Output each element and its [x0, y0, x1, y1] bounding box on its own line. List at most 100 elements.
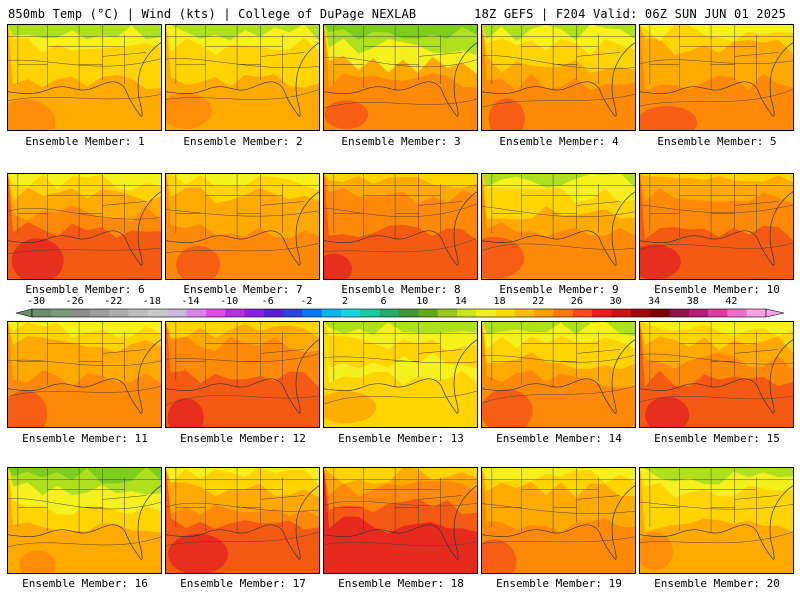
colorbar-tick-label: 34 — [648, 296, 661, 307]
colorbar-tick-label: 14 — [454, 296, 467, 307]
panel-caption: Ensemble Member: 11 — [22, 432, 148, 445]
colorbar-swatch — [572, 309, 593, 317]
temperature-colorbar: -30 -26 -22 -18 -14 -10 -6 -2 2 6 10 14 18 22 26 30 34 38… — [0, 296, 800, 320]
wind-contour — [482, 503, 635, 514]
coastline — [640, 339, 793, 414]
ensemble-map — [481, 467, 636, 574]
wind-contour — [8, 208, 161, 220]
warm-anomaly — [176, 245, 221, 279]
colorbar-swatch — [244, 309, 265, 317]
wind-contour — [166, 353, 319, 362]
wind-contour — [166, 531, 319, 546]
wind-contour — [640, 89, 793, 107]
colorbar-swatch — [727, 309, 748, 317]
coastline — [324, 339, 477, 414]
temperature-contour-fill — [640, 174, 793, 183]
ensemble-map — [323, 467, 478, 574]
ensemble-map — [165, 173, 320, 280]
ensemble-map — [481, 173, 636, 280]
panel-caption: Ensemble Member: 16 — [22, 577, 148, 590]
state-borders — [640, 174, 793, 239]
colorbar-swatch — [321, 309, 342, 317]
colorbar-swatch — [746, 309, 767, 317]
colorbar-tick-label: 10 — [416, 296, 429, 307]
colorbar-swatch — [205, 309, 226, 317]
warm-anomaly — [645, 396, 690, 427]
colorbar-swatch — [109, 309, 129, 317]
colorbar-tick-label: 18 — [493, 296, 506, 307]
warm-anomaly — [324, 100, 369, 129]
colorbar-tick-label: 38 — [686, 296, 699, 307]
wind-contour — [324, 501, 477, 507]
warm-anomaly — [640, 106, 698, 130]
panel-caption: Ensemble Member: 2 — [183, 135, 303, 148]
state-borders — [8, 468, 161, 533]
state-borders — [482, 174, 635, 239]
ensemble-map — [481, 321, 636, 428]
colorbar-swatches — [15, 308, 785, 318]
coastline — [8, 339, 161, 414]
warm-anomaly — [640, 244, 681, 279]
temperature-contour-fill — [166, 174, 319, 190]
state-borders — [8, 322, 161, 387]
coastline — [8, 191, 161, 266]
temperature-contour-fill — [640, 25, 793, 42]
state-borders — [482, 25, 635, 90]
panel-caption: Ensemble Member: 13 — [338, 432, 464, 445]
ensemble-map — [7, 467, 162, 574]
warm-anomaly — [8, 390, 48, 427]
wind-contour — [640, 242, 793, 250]
coastline — [640, 485, 793, 560]
colorbar-tick-label: 30 — [609, 296, 622, 307]
colorbar-swatch — [263, 309, 284, 317]
colorbar-swatch — [688, 309, 709, 317]
coastline — [324, 42, 477, 117]
warm-anomaly — [166, 92, 212, 129]
panel-caption: Ensemble Member: 14 — [496, 432, 622, 445]
colorbar-swatch — [70, 309, 91, 317]
colorbar-tick-label: -10 — [220, 296, 239, 307]
temperature-contour-fill — [8, 25, 161, 40]
colorbar-swatch — [128, 309, 149, 317]
warm-anomaly — [324, 391, 377, 424]
wind-contour — [640, 531, 793, 544]
colorbar-tick-label: 26 — [570, 296, 583, 307]
wind-contour — [8, 385, 161, 397]
temperature-contour-fill — [640, 322, 793, 337]
ensemble-map — [165, 321, 320, 428]
colorbar-tick-label: -6 — [261, 296, 274, 307]
ensemble-map — [323, 173, 478, 280]
temperature-contour-fill — [324, 174, 477, 189]
wind-contour — [640, 501, 793, 510]
panel-caption: Ensemble Member: 7 — [183, 283, 303, 296]
colorbar-swatch — [167, 309, 187, 317]
colorbar-tick-label: -2 — [300, 296, 313, 307]
panel-caption: Ensemble Member: 5 — [657, 135, 777, 148]
panel-caption: Ensemble Member: 4 — [499, 135, 619, 148]
colorbar-swatch — [437, 309, 458, 317]
colorbar-swatch — [186, 309, 207, 317]
colorbar-tick-label: 42 — [725, 296, 738, 307]
colorbar-swatch — [495, 309, 516, 317]
coastline — [8, 42, 161, 117]
colorbar-tick-label: -30 — [26, 296, 46, 307]
warm-anomaly — [167, 398, 204, 427]
colorbar-swatch — [456, 309, 477, 317]
temperature-contour-fill — [324, 25, 477, 40]
temperature-contour-fill — [324, 468, 477, 485]
panel-caption: Ensemble Member: 3 — [341, 135, 461, 148]
colorbar-swatch — [283, 309, 303, 317]
ensemble-map — [7, 321, 162, 428]
wind-contour — [324, 98, 477, 109]
wind-contour — [482, 206, 635, 218]
panel-caption: Ensemble Member: 15 — [654, 432, 780, 445]
state-borders — [166, 322, 319, 387]
wind-contour — [166, 395, 319, 406]
state-borders — [8, 174, 161, 239]
state-borders — [482, 468, 635, 533]
colorbar-swatch — [592, 309, 612, 317]
panel-caption: Ensemble Member: 6 — [25, 283, 145, 296]
colorbar-swatch — [708, 309, 728, 317]
panel-caption: Ensemble Member: 1 — [25, 135, 145, 148]
temperature-contour-fill — [482, 174, 635, 203]
